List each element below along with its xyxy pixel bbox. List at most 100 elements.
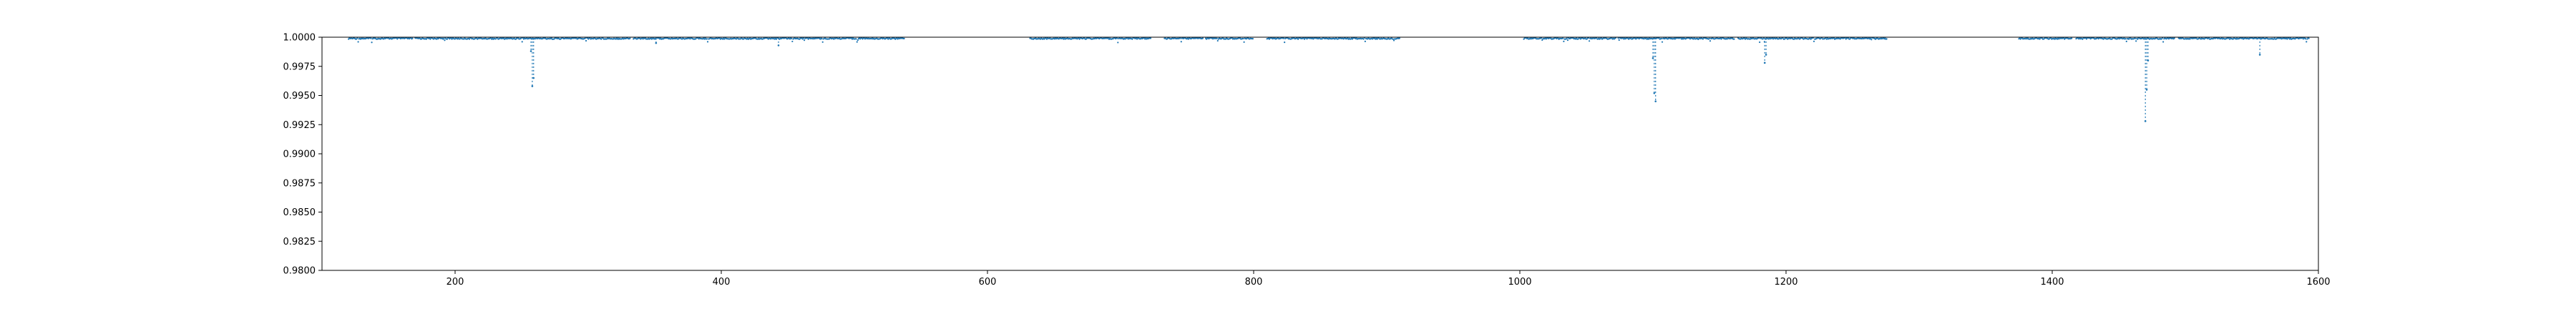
data-point [851,38,854,40]
data-point [1618,39,1620,41]
data-point [2305,38,2307,40]
data-point [1376,38,1378,40]
data-point [1179,37,1181,39]
dip-point [532,77,535,79]
data-point [1149,37,1152,39]
data-point [2129,37,2132,39]
data-point [1187,38,1189,40]
data-point [821,41,824,43]
data-point [2111,38,2113,40]
y-tick-label: 0.9825 [283,237,316,247]
data-point [791,40,794,43]
data-point [1284,41,1286,44]
x-tick-label: 1200 [1774,277,1797,288]
data-point [1870,39,1873,41]
data-point [2306,41,2308,43]
y-tick-label: 0.9900 [283,149,316,160]
data-point [1566,39,1569,41]
data-point [1297,38,1299,40]
data-point [371,41,373,44]
y-tick-label: 0.9975 [283,62,316,72]
data-point [584,37,587,39]
plot-frame [321,36,2319,271]
data-point [1541,39,1543,41]
data-point [1757,37,1760,39]
x-tick-label: 800 [1245,277,1263,288]
data-point [1661,41,1664,43]
y-tick-label: 0.9950 [283,91,316,102]
data-point [1577,38,1579,40]
dip-point [777,44,780,46]
dip-point [1763,62,1766,64]
dip-point [530,50,532,52]
dip-point [1765,54,1767,56]
data-point [425,38,427,40]
data-point [1702,38,1704,40]
data-point [723,38,726,40]
data-point [1180,41,1182,43]
data-point [703,38,706,40]
dip-point [2144,120,2147,122]
dip-point [2145,89,2148,91]
data-point [856,41,858,43]
data-points [348,36,2310,122]
data-point [444,39,446,41]
x-tick-label: 1400 [2040,277,2064,288]
data-point [1562,37,1564,39]
data-point [2082,38,2084,40]
dip-point [1652,57,1654,59]
data-point [1541,37,1543,39]
data-point [850,37,853,39]
data-point [1131,38,1133,40]
data-point [1063,38,1065,40]
data-point [2125,40,2127,43]
data-point [429,38,431,40]
data-point [706,41,709,43]
data-point [1398,37,1400,39]
data-point [775,38,778,40]
y-axis: 0.9800 0.9825 0.9850 0.9875 0.9900 0.9925 0.99… [283,33,322,277]
data-point [1362,38,1365,40]
data-point [396,38,399,40]
data-point [1364,40,1366,42]
data-point [857,39,859,41]
x-tick-label: 1000 [1508,277,1531,288]
data-point [1660,37,1662,39]
data-point [370,37,372,39]
data-point [1116,37,1118,39]
data-point [2137,38,2139,40]
data-point [1242,37,1244,40]
x-axis: 200 400 600 800 1000 1200 1400 1600 [447,270,2331,288]
data-point [1216,39,1219,42]
data-point [887,38,889,40]
y-tick-label: 0.9850 [283,207,316,218]
data-point [1201,37,1204,39]
data-point [2124,37,2127,40]
data-point [2289,37,2292,39]
data-point [1759,41,1761,44]
data-point [1617,37,1619,39]
data-point [1078,38,1080,40]
data-point [2308,37,2310,39]
y-tick-label: 0.9875 [283,178,316,189]
data-point [411,37,414,39]
data-point [1885,38,1888,40]
data-point [1243,41,1245,43]
data-point [468,38,471,40]
data-point [706,38,708,40]
data-point [1136,38,1138,40]
data-point [1282,37,1285,39]
data-point [1392,39,1395,41]
data-point [1588,40,1591,42]
data-point [357,41,359,43]
dip-point [655,41,658,44]
data-point [356,37,358,39]
dip-point [2147,59,2150,62]
data-point [1762,37,1765,39]
data-point [1692,38,1694,40]
data-point [443,37,445,39]
data-point [1117,41,1119,44]
data-point [1107,37,1109,39]
data-point [2306,38,2308,40]
